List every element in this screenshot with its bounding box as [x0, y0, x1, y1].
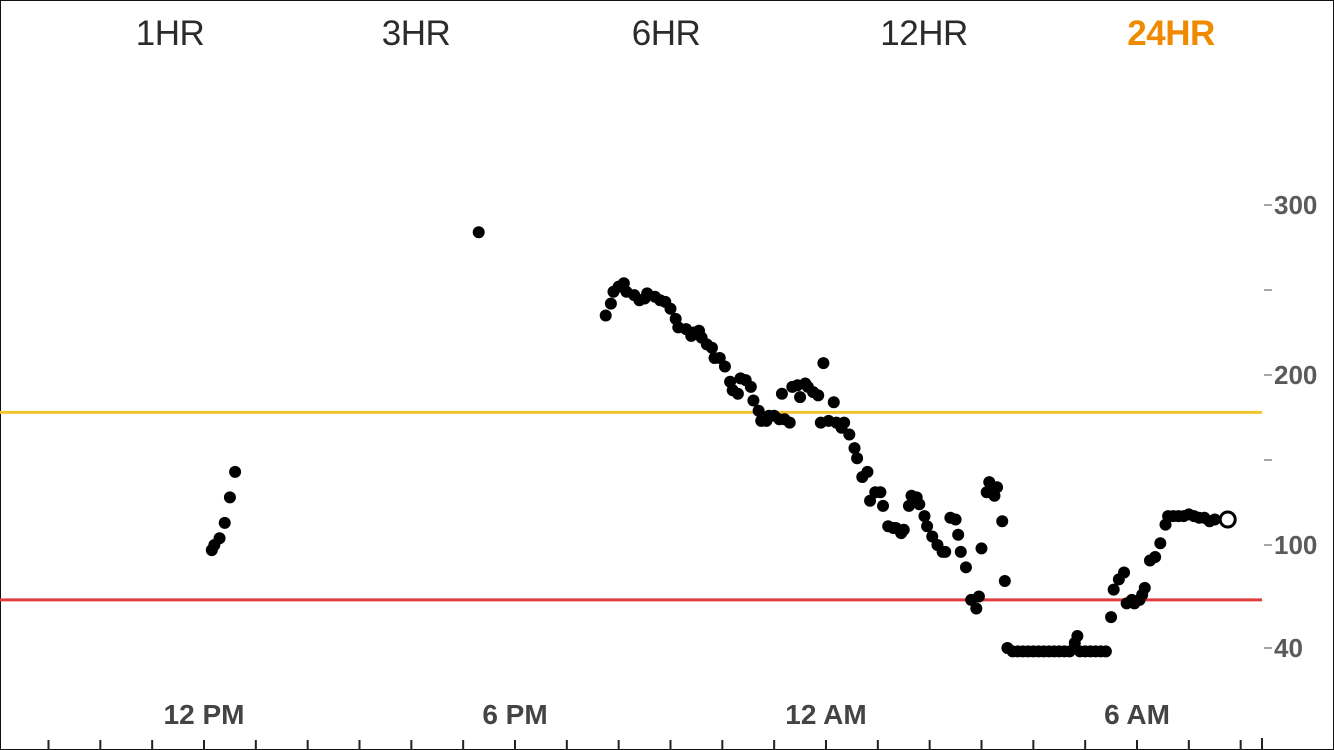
glucose-point — [599, 309, 612, 322]
glucose-point — [744, 380, 757, 393]
glucose-point — [1107, 583, 1120, 596]
glucose-point — [664, 302, 677, 315]
glucose-point — [223, 491, 236, 504]
glucose-point — [218, 516, 231, 529]
glucose-point — [996, 515, 1009, 528]
x-tick-label: 12 PM — [164, 699, 245, 730]
glucose-point — [472, 226, 485, 239]
glucose-point — [952, 528, 965, 541]
glucose-point — [843, 428, 856, 441]
glucose-point — [783, 416, 796, 429]
current-reading-point — [1218, 510, 1237, 529]
glucose-point — [827, 396, 840, 409]
glucose-point — [731, 387, 744, 400]
glucose-point — [1105, 611, 1118, 624]
glucose-point — [949, 513, 962, 526]
glucose-point — [705, 341, 718, 354]
glucose-point — [752, 404, 765, 417]
glucose-point — [851, 452, 864, 465]
glucose-point — [213, 532, 226, 545]
glucose-point — [747, 394, 760, 407]
glucose-point — [1154, 537, 1167, 550]
glucose-point — [838, 416, 851, 429]
tab-12hr[interactable]: 12HR — [880, 14, 968, 53]
glucose-point — [959, 561, 972, 574]
glucose-point — [897, 523, 910, 536]
y-tick-label: 200 — [1274, 360, 1317, 390]
glucose-point — [817, 357, 830, 370]
x-tick-label: 12 AM — [785, 699, 866, 730]
glucose-point — [848, 442, 861, 455]
tab-3hr[interactable]: 3HR — [381, 14, 451, 53]
glucose-point — [918, 510, 931, 523]
tab-1hr[interactable]: 1HR — [135, 14, 205, 53]
glucose-point — [1138, 581, 1151, 594]
glucose-point — [229, 465, 242, 478]
glucose-point — [972, 590, 985, 603]
glucose-point — [877, 499, 890, 512]
time-range-tabs: 1HR 3HR 6HR 12HR 24HR — [0, 14, 1334, 64]
glucose-point — [998, 575, 1011, 588]
glucose-point — [921, 520, 934, 533]
tab-6hr[interactable]: 6HR — [631, 14, 701, 53]
glucose-point — [1208, 513, 1221, 526]
glucose-point — [1149, 551, 1162, 564]
glucose-point — [794, 391, 807, 404]
x-tick-label: 6 AM — [1104, 699, 1170, 730]
glucose-point — [718, 360, 731, 373]
glucose-point — [954, 545, 967, 558]
glucose-point — [939, 545, 952, 558]
glucose-point — [775, 387, 788, 400]
glucose-point — [604, 297, 617, 310]
y-tick-label: 300 — [1274, 190, 1317, 220]
glucose-point — [975, 542, 988, 555]
glucose-point — [970, 602, 983, 615]
y-tick-label: 40 — [1274, 633, 1303, 663]
glucose-point — [902, 499, 915, 512]
x-tick-label: 6 PM — [482, 699, 547, 730]
y-tick-label: 100 — [1274, 530, 1317, 560]
glucose-point — [861, 465, 874, 478]
glucose-point — [991, 481, 1004, 494]
glucose-point — [874, 486, 887, 499]
glucose-point — [1118, 566, 1131, 579]
glucose-point — [1071, 629, 1084, 642]
tab-24hr[interactable]: 24HR — [1127, 14, 1215, 53]
glucose-point — [913, 498, 926, 511]
glucose-point — [812, 389, 825, 402]
glucose-point — [1099, 645, 1112, 658]
